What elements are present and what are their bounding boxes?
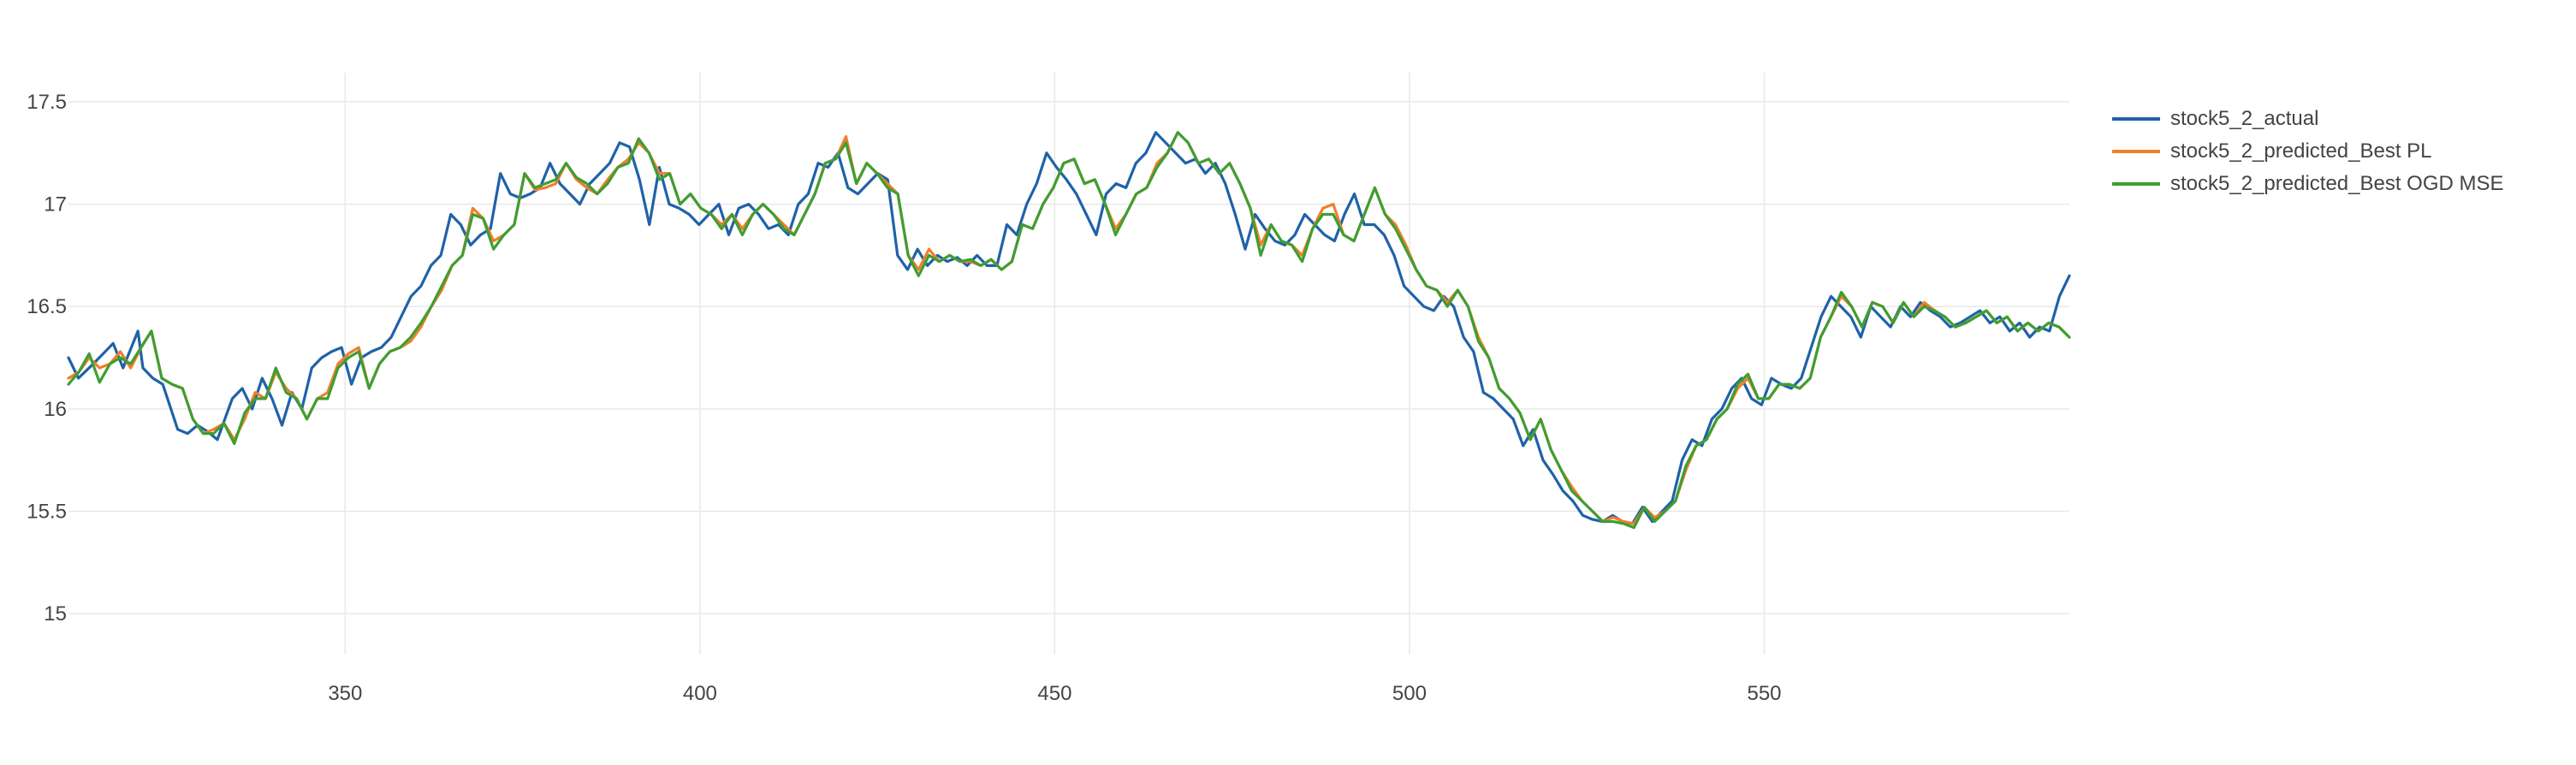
legend-item-predicted-best-pl[interactable]: stock5_2_predicted_Best PL [2112,135,2504,168]
y-tick-label: 17 [44,193,67,216]
legend-swatch-actual [2112,117,2160,121]
legend-label-predicted-best-ogd-mse: stock5_2_predicted_Best OGD MSE [2170,172,2504,195]
legend-label-predicted-best-pl: stock5_2_predicted_Best PL [2170,139,2432,163]
x-tick-label: 550 [1747,682,1781,705]
x-tick-label: 500 [1392,682,1427,705]
y-tick-label: 16 [44,398,67,421]
series-layer [67,131,2071,530]
tick-layer: 15 15.5 16 16.5 17 17.5 350 400 450 500 550 [27,91,1781,705]
series-line-stock5-2-actual [67,131,2071,525]
y-tick-label: 16.5 [27,295,67,318]
legend-item-actual[interactable]: stock5_2_actual [2112,103,2504,135]
x-tick-label: 350 [328,682,362,705]
legend-swatch-predicted-best-ogd-mse [2112,182,2160,186]
legend-label-actual: stock5_2_actual [2170,107,2319,130]
y-tick-label: 17.5 [27,91,67,114]
legend-swatch-predicted-best-pl [2112,150,2160,153]
grid-layer [68,73,2069,655]
y-tick-label: 15 [44,602,67,626]
legend: stock5_2_actual stock5_2_predicted_Best … [2112,103,2504,200]
x-tick-label: 450 [1037,682,1071,705]
legend-item-predicted-best-ogd-mse[interactable]: stock5_2_predicted_Best OGD MSE [2112,168,2504,200]
series-line-stock5-2-predicted-best-pl [67,131,2071,525]
y-tick-label: 15.5 [27,501,67,524]
x-tick-label: 400 [683,682,717,705]
series-line-stock5-2-predicted-best-ogd-mse [67,131,2071,530]
